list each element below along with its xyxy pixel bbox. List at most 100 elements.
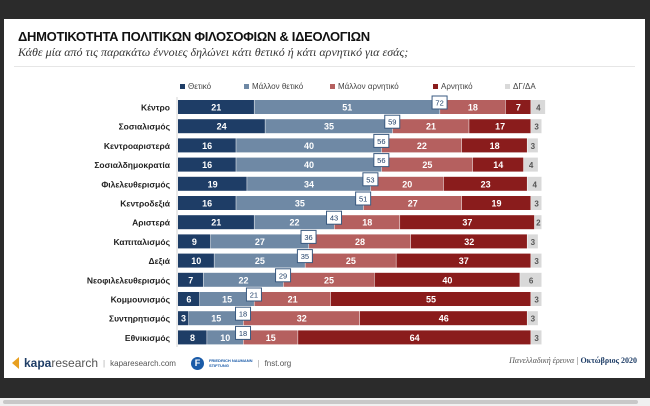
bar-segment: [236, 196, 364, 210]
positive-total-label: 59: [388, 118, 396, 127]
category-label: Εθνικισμός: [125, 333, 171, 343]
bar-segment: [443, 176, 527, 191]
bar-segment: [440, 100, 506, 114]
data-label: 16: [202, 160, 212, 170]
positive-total-box: [384, 114, 401, 129]
data-label: 25: [324, 275, 334, 285]
kapa-logo: kaparesearch: [24, 356, 99, 370]
bar-segment: [381, 138, 462, 153]
bar-segment: [178, 330, 207, 345]
chart-subtitle: Κάθε μία από τις παρακάτω έννοιες δηλώνε…: [18, 45, 409, 59]
positive-total-label: 53: [366, 175, 374, 184]
legend-label: Μάλλον αρνητικό: [338, 82, 399, 91]
bar-segment: [178, 253, 214, 268]
category-label: Φιλελευθερισμός: [101, 179, 170, 189]
category-label: Κομμουνισμός: [111, 295, 171, 305]
category-label: Κέντρο: [141, 103, 170, 113]
fnf-logo: FRIEDRICH NAUMANN STIFTUNG: [208, 358, 253, 368]
data-label: 18: [490, 141, 500, 151]
data-label: 19: [208, 179, 218, 189]
bar-segment: [527, 311, 538, 326]
bar-segment: [298, 330, 531, 345]
kapa-logo-icon: [12, 357, 19, 369]
bar-segment: [363, 196, 462, 210]
legend-swatch: [180, 84, 185, 89]
positive-total-label: 72: [435, 99, 443, 108]
bar-segment: [381, 157, 473, 172]
data-label: 7: [516, 103, 521, 113]
data-label: 7: [188, 275, 193, 285]
data-label: 3: [534, 257, 539, 266]
survey-date: Οκτώβριος 2020: [580, 356, 637, 365]
data-label: 3: [534, 334, 539, 343]
data-label: 3: [531, 142, 536, 151]
bar-segment: [265, 119, 393, 134]
positive-total-label: 18: [239, 329, 247, 338]
fnf-site: fnst.org: [264, 358, 292, 368]
positive-total-label: 43: [330, 214, 338, 223]
bar-segment: [243, 330, 298, 345]
positive-total-label: 56: [377, 137, 385, 146]
data-label: 21: [211, 103, 221, 113]
bar-segment: [531, 292, 542, 306]
bar-segment: [370, 176, 444, 191]
kapa-site: kaparesearch.com: [110, 358, 176, 368]
bar-segment: [527, 176, 542, 191]
bar-segment: [214, 253, 305, 268]
data-label: 3: [534, 200, 539, 209]
data-label: 35: [295, 199, 305, 209]
fnf-logo-icon: F: [190, 356, 204, 370]
legend-swatch: [330, 84, 335, 89]
bar-segment: [254, 292, 331, 306]
bar-segment: [392, 119, 469, 134]
data-label: 15: [222, 295, 232, 305]
data-label: 24: [217, 122, 227, 132]
bar-segment: [199, 292, 254, 306]
bar-segment: [210, 234, 309, 249]
data-label: 46: [439, 314, 449, 324]
data-label: 15: [266, 333, 276, 343]
category-label: Καπιταλισμός: [113, 237, 170, 247]
bar-segment: [178, 157, 236, 172]
data-label: 3: [531, 315, 536, 324]
data-label: 10: [191, 256, 201, 266]
data-label: 25: [346, 256, 356, 266]
data-label: 40: [442, 275, 452, 285]
data-label: 32: [464, 237, 474, 247]
legend-label: Θετικό: [188, 82, 212, 91]
data-label: 3: [181, 314, 186, 324]
data-label: 15: [211, 314, 221, 324]
bar-segment: [236, 157, 382, 172]
bar-segment: [505, 100, 531, 114]
data-label: 16: [202, 141, 212, 151]
data-label: 4: [536, 104, 541, 113]
data-label: 51: [342, 103, 352, 113]
bar-segment: [236, 138, 382, 153]
bar-segment: [531, 330, 542, 345]
legend-item: ΔΓ/ΔΑ: [505, 82, 536, 91]
category-label: Αριστερά: [132, 218, 171, 228]
bar-segment: [207, 330, 244, 345]
bar-segment: [178, 196, 236, 210]
data-label: 3: [534, 123, 539, 132]
bar-segment: [178, 234, 211, 249]
positive-total-label: 18: [239, 310, 247, 319]
horizontal-scrollbar[interactable]: [3, 400, 638, 404]
data-label: 32: [297, 314, 307, 324]
bar-segment: [203, 272, 284, 287]
category-label: Συντηρητισμός: [109, 314, 171, 324]
positive-total-label: 51: [359, 195, 367, 204]
data-label: 40: [304, 160, 314, 170]
bar-segment: [461, 138, 527, 153]
bar-segment: [178, 311, 189, 326]
bar-segment: [469, 119, 531, 134]
bar-segment: [527, 234, 538, 249]
bar-segment: [178, 119, 265, 134]
bar-segment: [188, 311, 244, 326]
data-label: 25: [422, 160, 432, 170]
data-label: 2: [536, 219, 541, 228]
data-label: 22: [239, 275, 249, 285]
data-label: 40: [304, 141, 314, 151]
legend-swatch: [433, 84, 438, 89]
data-label: 35: [324, 122, 334, 132]
